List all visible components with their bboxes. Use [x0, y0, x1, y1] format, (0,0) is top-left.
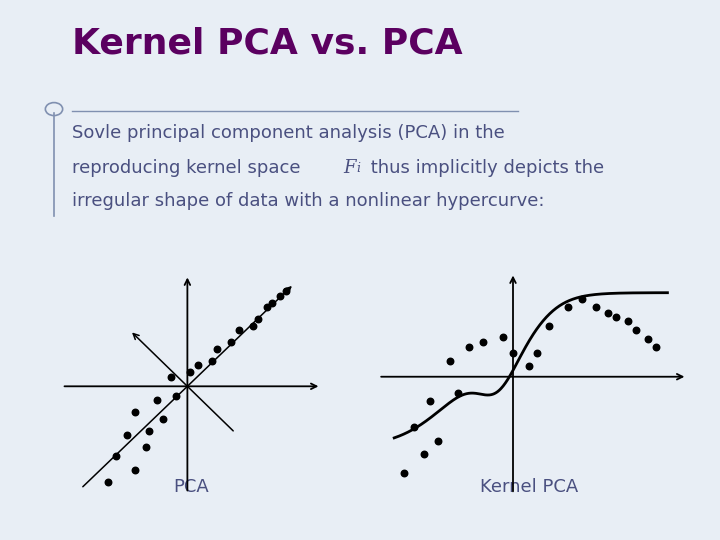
Point: [102, 477, 114, 486]
Point: [398, 469, 410, 477]
Point: [590, 303, 602, 312]
Text: PCA: PCA: [173, 478, 209, 496]
Point: [642, 335, 654, 343]
Point: [563, 303, 575, 312]
Point: [184, 368, 196, 377]
Point: [543, 322, 554, 330]
Point: [157, 415, 168, 423]
Text: F: F: [343, 159, 356, 177]
Point: [444, 356, 456, 365]
Point: [432, 436, 444, 445]
Text: Sovle principal component analysis (PCA) in the: Sovle principal component analysis (PCA)…: [72, 124, 505, 142]
Text: Kernel PCA: Kernel PCA: [480, 478, 578, 496]
Point: [274, 291, 286, 300]
Point: [611, 312, 622, 321]
Point: [418, 450, 430, 458]
Point: [206, 356, 217, 365]
Point: [253, 314, 264, 323]
Point: [630, 326, 642, 334]
Point: [280, 287, 292, 295]
Point: [507, 348, 518, 357]
Point: [233, 326, 245, 335]
Point: [130, 465, 141, 474]
Point: [424, 396, 436, 405]
Point: [649, 343, 661, 352]
Point: [408, 423, 420, 432]
Point: [577, 295, 588, 303]
Point: [523, 362, 534, 370]
Point: [498, 333, 509, 341]
Point: [165, 373, 176, 381]
Point: [247, 321, 258, 330]
Point: [452, 388, 464, 397]
Point: [140, 442, 152, 451]
Point: [477, 338, 489, 346]
Point: [261, 303, 272, 312]
Point: [122, 431, 133, 440]
Text: thus implicitly depicts the: thus implicitly depicts the: [365, 159, 604, 177]
Point: [212, 345, 223, 353]
Point: [152, 396, 163, 404]
Text: irregular shape of data with a nonlinear hypercurve:: irregular shape of data with a nonlinear…: [72, 192, 544, 210]
Point: [192, 361, 204, 370]
Point: [464, 343, 475, 352]
Point: [111, 452, 122, 461]
Text: reproducing kernel space: reproducing kernel space: [72, 159, 306, 177]
Point: [225, 338, 237, 347]
Point: [266, 298, 278, 307]
Text: Kernel PCA vs. PCA: Kernel PCA vs. PCA: [72, 27, 463, 61]
Text: i: i: [356, 162, 361, 175]
Point: [602, 308, 613, 317]
Point: [622, 316, 634, 325]
Point: [143, 426, 155, 435]
Point: [171, 392, 182, 400]
Point: [531, 348, 543, 357]
Point: [130, 408, 141, 416]
